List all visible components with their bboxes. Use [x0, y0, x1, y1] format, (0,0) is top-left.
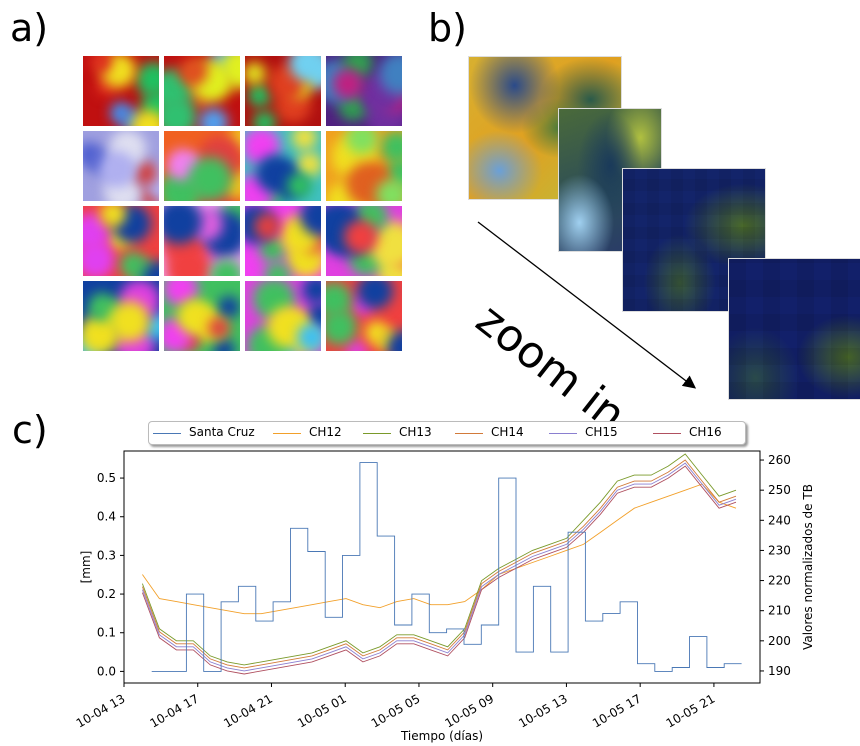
channel-image-tile	[245, 206, 321, 276]
x-tick-label: 10-05 05	[369, 691, 423, 730]
series-line-ch14	[141, 459, 737, 669]
left-tick-label: 0.0	[97, 664, 116, 678]
series-line-ch12	[142, 483, 737, 615]
series-line-ch16	[141, 465, 737, 675]
series-line-ch13	[141, 453, 737, 666]
legend-entry: CH16	[689, 425, 722, 439]
x-tick-label: 10-04 13	[74, 691, 128, 730]
legend-swatch	[153, 433, 181, 434]
x-tick-label: 10-05 01	[295, 691, 349, 730]
plot-frame	[123, 450, 761, 684]
zoom-image-4	[728, 258, 860, 400]
left-tick-label: 0.3	[97, 548, 116, 562]
series-line-ch15	[141, 462, 737, 672]
channel-image-tile	[326, 56, 402, 126]
legend-swatch	[455, 433, 483, 434]
right-tick-label: 190	[768, 664, 791, 678]
right-tick-label: 210	[768, 604, 791, 618]
panel-c-label: c)	[12, 408, 48, 452]
left-tick-label: 0.4	[97, 510, 116, 524]
left-tick-label: 0.1	[97, 626, 116, 640]
x-tick-label: 10-05 09	[442, 691, 496, 730]
x-axis-label: Tiempo (días)	[400, 729, 483, 743]
channel-image-tile	[326, 281, 402, 351]
x-tick-label: 10-05 17	[590, 691, 644, 730]
left-tick-label: 0.5	[97, 471, 116, 485]
legend-entry: CH12	[309, 425, 342, 439]
x-tick-label: 10-05 13	[516, 691, 570, 730]
channel-image-tile	[326, 131, 402, 201]
channel-image-tile	[245, 281, 321, 351]
x-tick-label: 10-05 21	[664, 691, 718, 730]
channel-image-tile	[245, 56, 321, 126]
right-tick-label: 260	[768, 453, 791, 467]
legend-entry: CH14	[491, 425, 524, 439]
channel-image-tile	[326, 206, 402, 276]
legend-entry: CH13	[399, 425, 432, 439]
channel-image-tile	[83, 206, 159, 276]
x-tick-label: 10-04 17	[148, 691, 202, 730]
left-tick-label: 0.2	[97, 587, 116, 601]
channel-image-tile	[164, 56, 240, 126]
legend-entry: CH15	[585, 425, 618, 439]
legend-swatch	[363, 433, 391, 434]
series-line-santa-cruz	[151, 462, 742, 672]
panel-a-label: a)	[10, 6, 49, 50]
left-axis-label: [mm]	[79, 551, 93, 584]
panel-b-label: b)	[428, 6, 467, 50]
channel-image-tile	[83, 131, 159, 201]
channel-image-tile	[164, 281, 240, 351]
legend-swatch	[549, 433, 577, 434]
channel-image-tile	[164, 206, 240, 276]
x-tick-label: 10-04 21	[221, 691, 275, 730]
right-tick-label: 230	[768, 543, 791, 557]
right-tick-label: 250	[768, 483, 791, 497]
legend-entry: Santa Cruz	[189, 425, 255, 439]
channel-image-tile	[83, 56, 159, 126]
right-tick-label: 240	[768, 513, 791, 527]
right-tick-label: 200	[768, 634, 791, 648]
right-tick-label: 220	[768, 574, 791, 588]
channel-image-tile	[83, 281, 159, 351]
legend-swatch	[653, 433, 681, 434]
legend-swatch	[273, 433, 301, 434]
channel-image-tile	[164, 131, 240, 201]
right-axis-label: Valores normalizados de TB	[801, 484, 815, 650]
channel-image-tile	[245, 131, 321, 201]
chart-legend: Santa Cruz CH12 CH13 CH14 CH15 CH16	[148, 421, 746, 445]
